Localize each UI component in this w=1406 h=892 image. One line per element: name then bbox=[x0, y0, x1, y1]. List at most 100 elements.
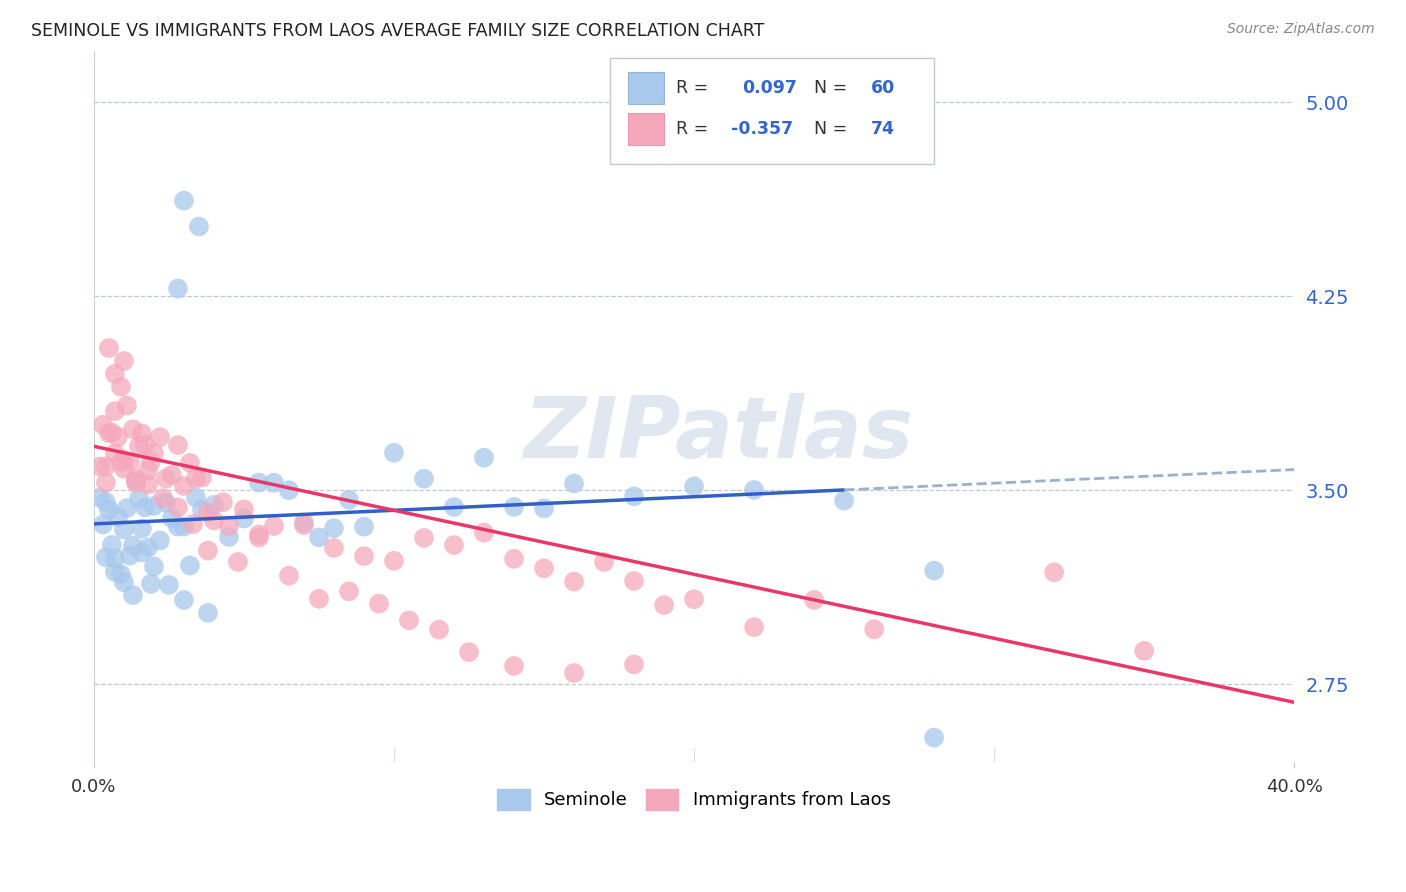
Point bbox=[167, 519, 190, 533]
Point bbox=[167, 282, 190, 296]
Point bbox=[160, 511, 183, 525]
Point bbox=[233, 502, 256, 516]
Point bbox=[308, 530, 330, 544]
Point bbox=[353, 519, 375, 533]
Point bbox=[742, 483, 765, 497]
Point bbox=[197, 505, 219, 519]
Point bbox=[247, 527, 270, 541]
Point bbox=[104, 551, 127, 566]
Point bbox=[472, 525, 495, 540]
Point bbox=[218, 530, 240, 544]
Point bbox=[94, 475, 117, 490]
Point bbox=[562, 665, 585, 680]
Point bbox=[97, 426, 120, 441]
Point bbox=[167, 438, 190, 452]
Point bbox=[149, 430, 172, 444]
Text: N =: N = bbox=[814, 79, 853, 97]
Point bbox=[104, 446, 127, 460]
Point bbox=[131, 545, 153, 559]
Text: Source: ZipAtlas.com: Source: ZipAtlas.com bbox=[1227, 22, 1375, 37]
Point bbox=[136, 464, 159, 478]
Point bbox=[623, 657, 645, 672]
Point bbox=[104, 404, 127, 418]
Text: 74: 74 bbox=[870, 120, 894, 138]
Point bbox=[118, 455, 141, 469]
Point bbox=[197, 543, 219, 558]
Point bbox=[173, 479, 195, 493]
Point bbox=[94, 459, 117, 474]
Point bbox=[112, 523, 135, 537]
Point bbox=[413, 531, 436, 545]
Point bbox=[1133, 644, 1156, 658]
Point bbox=[128, 491, 150, 506]
Point bbox=[337, 584, 360, 599]
Point bbox=[101, 538, 124, 552]
Point bbox=[142, 499, 165, 513]
Point bbox=[149, 533, 172, 548]
Point bbox=[112, 461, 135, 475]
Point bbox=[218, 519, 240, 533]
Legend: Seminole, Immigrants from Laos: Seminole, Immigrants from Laos bbox=[491, 781, 898, 817]
Point bbox=[179, 558, 201, 573]
Point bbox=[167, 500, 190, 515]
Point bbox=[152, 491, 174, 505]
Point bbox=[134, 500, 156, 515]
Point bbox=[593, 555, 616, 569]
Point bbox=[181, 516, 204, 531]
Point bbox=[155, 472, 177, 486]
Point bbox=[157, 578, 180, 592]
Point bbox=[134, 437, 156, 451]
Point bbox=[112, 354, 135, 368]
Point bbox=[155, 495, 177, 509]
Point bbox=[382, 446, 405, 460]
Point bbox=[533, 561, 555, 575]
Point bbox=[142, 446, 165, 460]
Text: -0.357: -0.357 bbox=[731, 120, 793, 138]
Point bbox=[125, 475, 148, 490]
Point bbox=[278, 483, 301, 498]
Point bbox=[353, 549, 375, 563]
Point bbox=[112, 453, 135, 467]
Point bbox=[623, 574, 645, 588]
Point bbox=[136, 477, 159, 491]
Point bbox=[122, 588, 145, 602]
Point bbox=[94, 550, 117, 565]
Point bbox=[115, 399, 138, 413]
Point bbox=[122, 539, 145, 553]
Point bbox=[803, 593, 825, 607]
Point bbox=[427, 623, 450, 637]
Text: SEMINOLE VS IMMIGRANTS FROM LAOS AVERAGE FAMILY SIZE CORRELATION CHART: SEMINOLE VS IMMIGRANTS FROM LAOS AVERAGE… bbox=[31, 22, 765, 40]
Point bbox=[368, 597, 391, 611]
Point bbox=[91, 417, 114, 432]
Point bbox=[173, 593, 195, 607]
Point bbox=[128, 439, 150, 453]
Point bbox=[247, 475, 270, 490]
Point bbox=[188, 219, 211, 234]
Point bbox=[226, 555, 249, 569]
Point bbox=[89, 459, 111, 474]
Point bbox=[292, 518, 315, 533]
FancyBboxPatch shape bbox=[628, 72, 664, 104]
FancyBboxPatch shape bbox=[610, 58, 934, 164]
Point bbox=[125, 474, 148, 488]
Point bbox=[503, 659, 526, 673]
Point bbox=[110, 455, 132, 469]
Point bbox=[122, 422, 145, 436]
Point bbox=[742, 620, 765, 634]
Point bbox=[115, 501, 138, 516]
Point bbox=[104, 565, 127, 579]
Point bbox=[94, 495, 117, 509]
Point bbox=[107, 430, 129, 444]
Point bbox=[136, 541, 159, 555]
Point bbox=[179, 456, 201, 470]
Point bbox=[131, 522, 153, 536]
Text: N =: N = bbox=[814, 120, 853, 138]
Text: ZIPatlas: ZIPatlas bbox=[523, 393, 914, 476]
Point bbox=[191, 470, 214, 484]
Point bbox=[89, 491, 111, 505]
Point bbox=[922, 564, 945, 578]
Point bbox=[533, 501, 555, 516]
Text: 0.097: 0.097 bbox=[742, 79, 797, 97]
Point bbox=[125, 472, 148, 486]
Point bbox=[247, 531, 270, 545]
